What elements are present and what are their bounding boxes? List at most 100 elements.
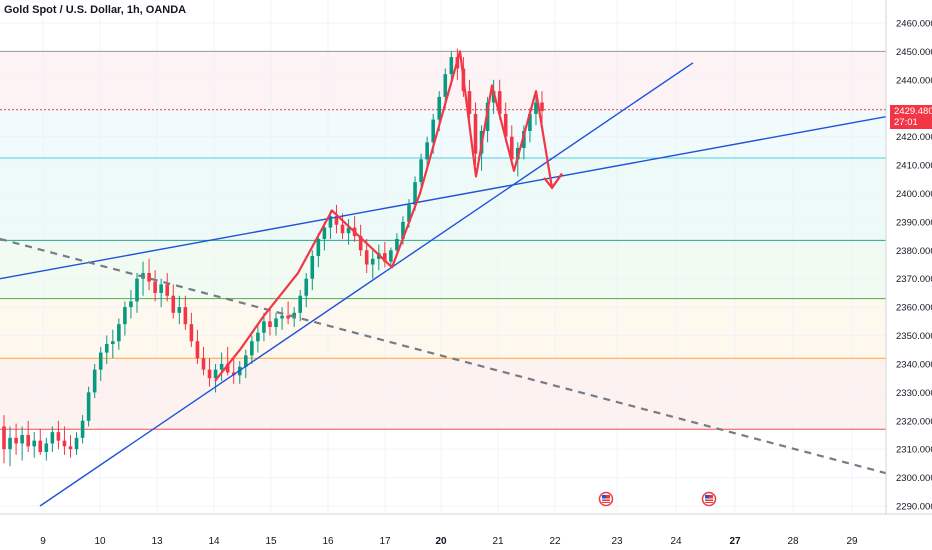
us-event-flag-icon[interactable] [701,491,717,507]
candle-body [195,341,200,359]
y-tick-label: 2410.000 [896,161,932,172]
candle-body [497,91,502,114]
zone-band [0,298,886,359]
x-tick-label: 15 [265,536,277,547]
candle-body [395,238,399,251]
candle-body [467,91,472,114]
candle-body [280,315,284,319]
candle-body [104,344,109,353]
flag-canton [705,495,709,499]
candle-body [26,434,30,447]
y-tick-label: 2380.000 [896,246,932,257]
y-tick-label: 2440.000 [896,75,932,86]
x-tick-label: 14 [208,536,220,547]
gridlines [0,0,886,514]
candle-body [38,440,43,453]
candle-body [407,204,411,222]
x-tick-label: 13 [151,536,163,547]
candle-body [250,341,254,356]
x-tick-label: 20 [435,536,447,547]
candle-body [528,113,532,131]
x-axis-panel [0,514,932,550]
pattern-path[interactable] [214,50,563,382]
candle-body [401,221,405,239]
trendline-descending [0,237,893,476]
candle-body [243,355,248,367]
y-tick-label: 2390.000 [896,217,932,228]
candle-body [534,102,538,114]
candle-body [304,278,309,296]
candle-body [129,301,133,308]
candle-body [207,369,212,379]
us-event-flag-icon[interactable] [598,491,614,507]
candle-body [159,284,163,293]
candle-body [316,238,321,256]
candle-body [98,352,103,370]
candle-body [310,255,315,279]
candle-body [425,142,429,160]
last-price-tag: 2429.480 27:01 [890,105,932,129]
candle-body [86,392,91,421]
candle-body [286,315,290,319]
candle-body [298,295,303,313]
y-tick-label: 2300.000 [896,473,932,484]
candle-body [522,130,526,149]
candle-body [268,321,272,328]
y-tick-label: 2400.000 [896,189,932,200]
trendlines[interactable] [0,62,932,507]
candle-body [322,227,327,239]
candle-body [56,432,61,441]
candle-body [437,96,442,120]
x-tick-label: 21 [492,536,504,547]
candle-body [74,437,79,450]
x-tick-label: 23 [611,536,623,547]
bar-countdown: 27:01 [894,117,918,128]
candle-body [274,318,278,328]
y-axis[interactable]: 2460.0002450.0002440.0002430.0002420.000… [885,0,932,550]
candle-body [262,321,266,333]
candle-body [171,295,176,313]
candle-body [449,57,454,75]
trendline-rising-support [39,62,694,507]
zone-band [0,157,886,241]
candle-body [183,307,188,325]
candle-body [68,446,73,450]
zone-band [0,358,886,430]
candle-body [44,443,49,453]
y-tick-label: 2450.000 [896,47,932,58]
candle-body [346,227,351,234]
candle-body [256,332,260,342]
candle-body [431,119,435,143]
candle-body [2,426,6,450]
candle-body [32,440,37,447]
x-tick-label: 29 [846,536,858,547]
candle-body [165,284,170,296]
y-tick-label: 2310.000 [896,445,932,456]
candle-body [8,437,12,450]
candle-body [334,216,339,225]
y-tick-label: 2370.000 [896,274,932,285]
zone-band [0,240,886,299]
x-tick-label: 24 [670,536,682,547]
candle-body [189,324,194,342]
y-tick-label: 2360.000 [896,303,932,314]
x-axis[interactable]: 9 10 13 14 15 16 17 20 21 22 23 24 27 28 29 [0,513,932,550]
x-tick-label: 28 [787,536,799,547]
candle-body [219,363,224,370]
candle-body [340,224,345,234]
candle-body [491,91,496,103]
candle-body [419,159,423,183]
candle-body [135,278,139,302]
candle-body [20,434,24,444]
candle-body [540,102,544,112]
candle-body [153,281,157,293]
candle-body [509,136,514,160]
candle-body [62,440,67,447]
event-markers[interactable] [598,491,717,507]
x-tick-label: 10 [94,536,106,547]
y-tick-label: 2320.000 [896,416,932,427]
candle-body [177,307,182,313]
last-price: 2429.480 [894,106,932,117]
candle-body [92,369,97,393]
